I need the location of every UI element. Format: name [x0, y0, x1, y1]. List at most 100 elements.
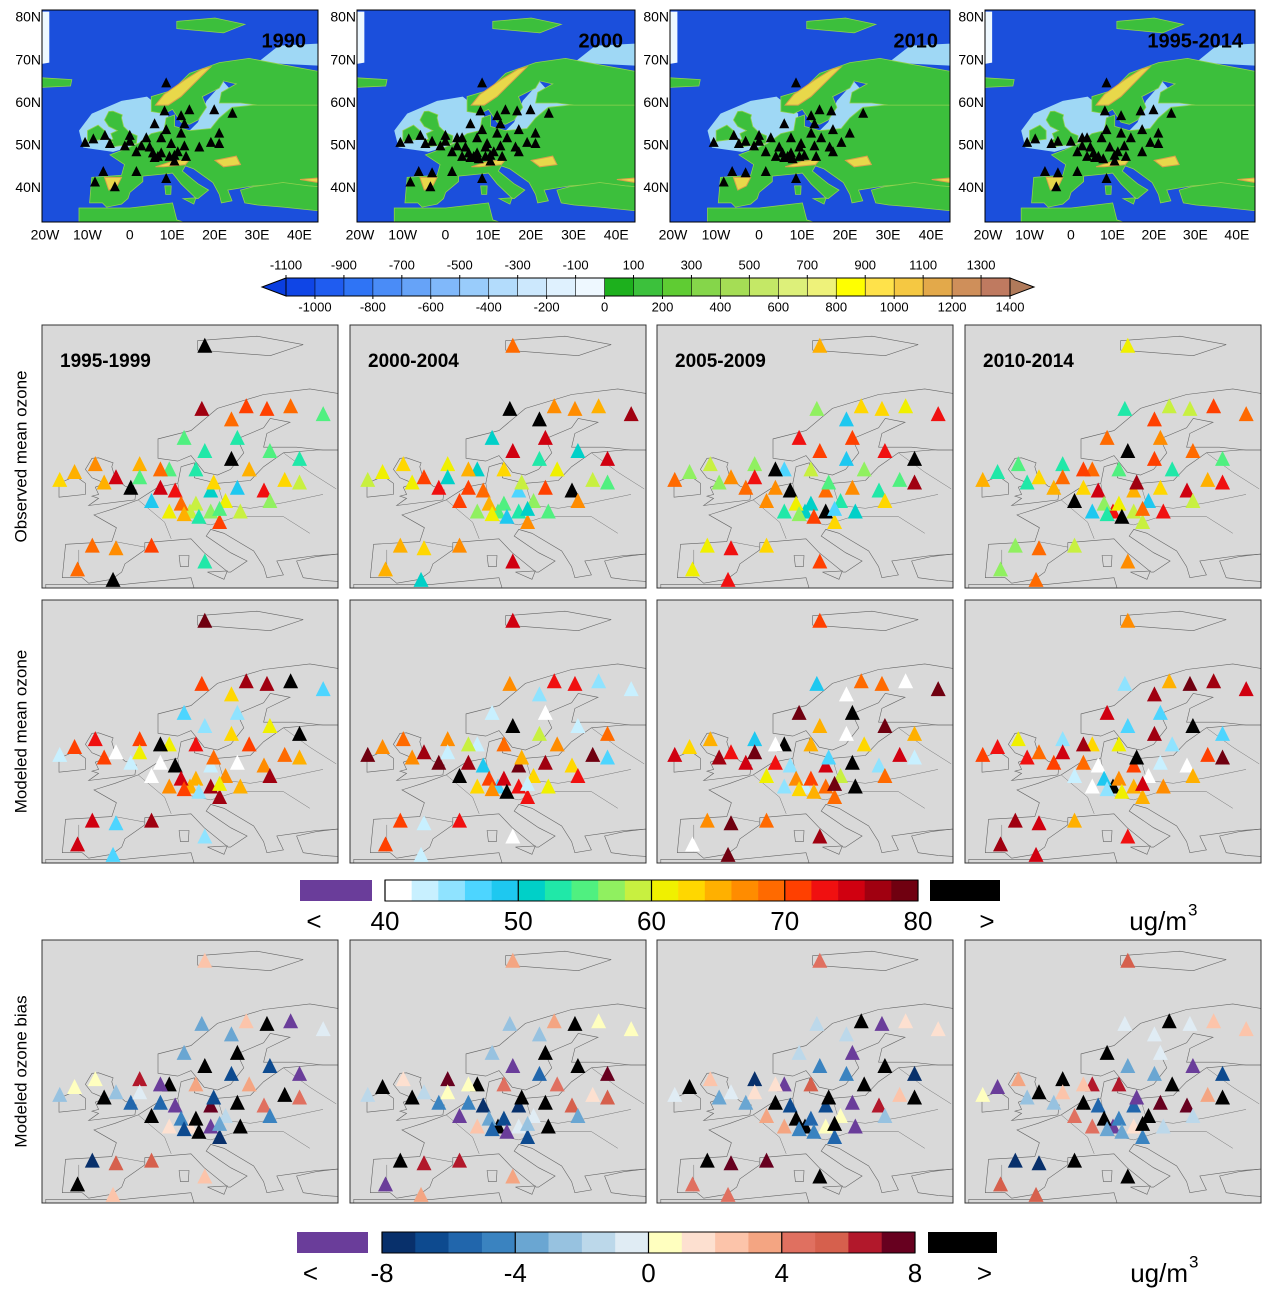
- colorbar-bin: [415, 1232, 449, 1253]
- colorbar-bin: [778, 278, 807, 296]
- lon-label: 10E: [1100, 227, 1125, 243]
- lon-label: 0: [126, 227, 134, 243]
- colorbar-bin: [605, 278, 634, 296]
- lon-label: 10W: [702, 227, 732, 243]
- colorbar-tick-label: -4: [504, 1258, 527, 1288]
- colorbar-bin: [634, 278, 663, 296]
- colorbar-bin: [836, 278, 865, 296]
- colorbar-bin: [815, 1232, 849, 1253]
- colorbar-bin: [652, 880, 679, 901]
- colorbar-bin: [625, 880, 652, 901]
- lon-label: 30E: [561, 227, 586, 243]
- colorbar-tick-label: 400: [710, 299, 732, 314]
- lat-label: 70N: [15, 51, 41, 67]
- row-label: Observed mean ozone: [11, 371, 30, 543]
- colorbar-unit: ug/m: [1129, 906, 1187, 936]
- colorbar-unit-power: 3: [1188, 900, 1197, 919]
- lon-label: 30E: [245, 227, 270, 243]
- colorbar-bin: [598, 880, 625, 901]
- lat-label: 70N: [643, 51, 669, 67]
- colorbar-tick-label: 80: [904, 906, 933, 936]
- lat-label: 50N: [958, 137, 984, 153]
- lat-label: 60N: [643, 94, 669, 110]
- colorbar-bin: [449, 1232, 483, 1253]
- lon-label: 0: [442, 227, 450, 243]
- colorbar-bin: [344, 278, 373, 296]
- colorbar-bin: [382, 1232, 416, 1253]
- colorbar-tick-label: -8: [370, 1258, 393, 1288]
- colorbar-tick-label: 100: [623, 257, 645, 272]
- lat-label: 80N: [15, 9, 41, 25]
- colorbar-tick-label: -200: [534, 299, 560, 314]
- colorbar-bin: [582, 1232, 616, 1253]
- colorbar-tick-label: 900: [854, 257, 876, 272]
- colorbar-over: [1010, 278, 1034, 296]
- lon-label: 10E: [476, 227, 501, 243]
- topo-map: [0, 10, 385, 250]
- lat-label: 40N: [958, 179, 984, 195]
- colorbar-tick-label: 300: [681, 257, 703, 272]
- colorbar-above: >: [977, 1258, 992, 1288]
- lon-label: 20W: [31, 227, 61, 243]
- colorbar-bin: [748, 1232, 782, 1253]
- lon-label: 40E: [287, 227, 312, 243]
- colorbar-bin: [865, 880, 892, 901]
- colorbar-bin: [782, 1232, 816, 1253]
- lon-label: 10W: [388, 227, 418, 243]
- colorbar-unit: ug/m: [1130, 1258, 1188, 1288]
- lon-label: 40E: [919, 227, 944, 243]
- lon-label: 0: [1067, 227, 1075, 243]
- colorbar-tick-label: -1100: [270, 257, 302, 272]
- colorbar-bin: [682, 1232, 716, 1253]
- lat-label: 60N: [958, 94, 984, 110]
- row-label: Modeled mean ozone: [11, 650, 30, 814]
- colorbar-tick-label: 1100: [909, 257, 937, 272]
- colorbar-tick-label: 1200: [938, 299, 967, 314]
- lon-label: 30E: [876, 227, 901, 243]
- colorbar-tick-label: 1000: [880, 299, 909, 314]
- colorbar-tick-label: 4: [775, 1258, 789, 1288]
- figure: 199080N70N60N50N40N20W10W010E20E30E40E20…: [0, 0, 1263, 1289]
- lat-label: 80N: [643, 9, 669, 25]
- lat-label: 80N: [330, 9, 356, 25]
- lat-label: 80N: [958, 9, 984, 25]
- colorbar-tick-label: -100: [563, 257, 589, 272]
- colorbar-tick-label: 0: [601, 299, 608, 314]
- map-title: 1995-2014: [1147, 30, 1244, 52]
- colorbar-bin: [545, 880, 572, 901]
- colorbar-bin: [465, 880, 492, 901]
- colorbar-bin: [720, 278, 749, 296]
- lon-label: 10E: [790, 227, 815, 243]
- colorbar-tick-label: 800: [825, 299, 847, 314]
- colorbar-over: [930, 880, 1000, 901]
- lon-label: 40E: [1224, 227, 1249, 243]
- colorbar-bin: [678, 880, 705, 901]
- colorbar-bin: [923, 278, 952, 296]
- lon-label: 30E: [1183, 227, 1208, 243]
- lon-label: 20E: [518, 227, 543, 243]
- colorbar-bin: [749, 278, 778, 296]
- colorbar-bin: [572, 880, 599, 901]
- colorbar-bin: [615, 1232, 649, 1253]
- map-title: 2000: [579, 30, 624, 52]
- colorbar-bin: [492, 880, 519, 901]
- colorbar-bin: [402, 278, 431, 296]
- row-label: Modeled ozone bias: [11, 995, 30, 1147]
- period-title: 1995-1999: [60, 351, 151, 372]
- colorbar-bin: [489, 278, 518, 296]
- colorbar-tick-label: 1300: [967, 257, 996, 272]
- lat-label: 40N: [15, 179, 41, 195]
- colorbar-bin: [838, 880, 865, 901]
- lon-label: 40E: [604, 227, 629, 243]
- colorbar-bin: [807, 278, 836, 296]
- colorbar-bin: [547, 278, 576, 296]
- colorbar-bin: [758, 880, 785, 901]
- colorbar-tick-label: 500: [739, 257, 761, 272]
- lon-label: 10W: [73, 227, 103, 243]
- colorbar-bin: [882, 1232, 916, 1253]
- colorbar-bin: [894, 278, 923, 296]
- period-title: 2010-2014: [983, 351, 1074, 372]
- map-title: 2010: [894, 30, 939, 52]
- colorbar-bin: [518, 880, 545, 901]
- colorbar-tick-label: 60: [637, 906, 666, 936]
